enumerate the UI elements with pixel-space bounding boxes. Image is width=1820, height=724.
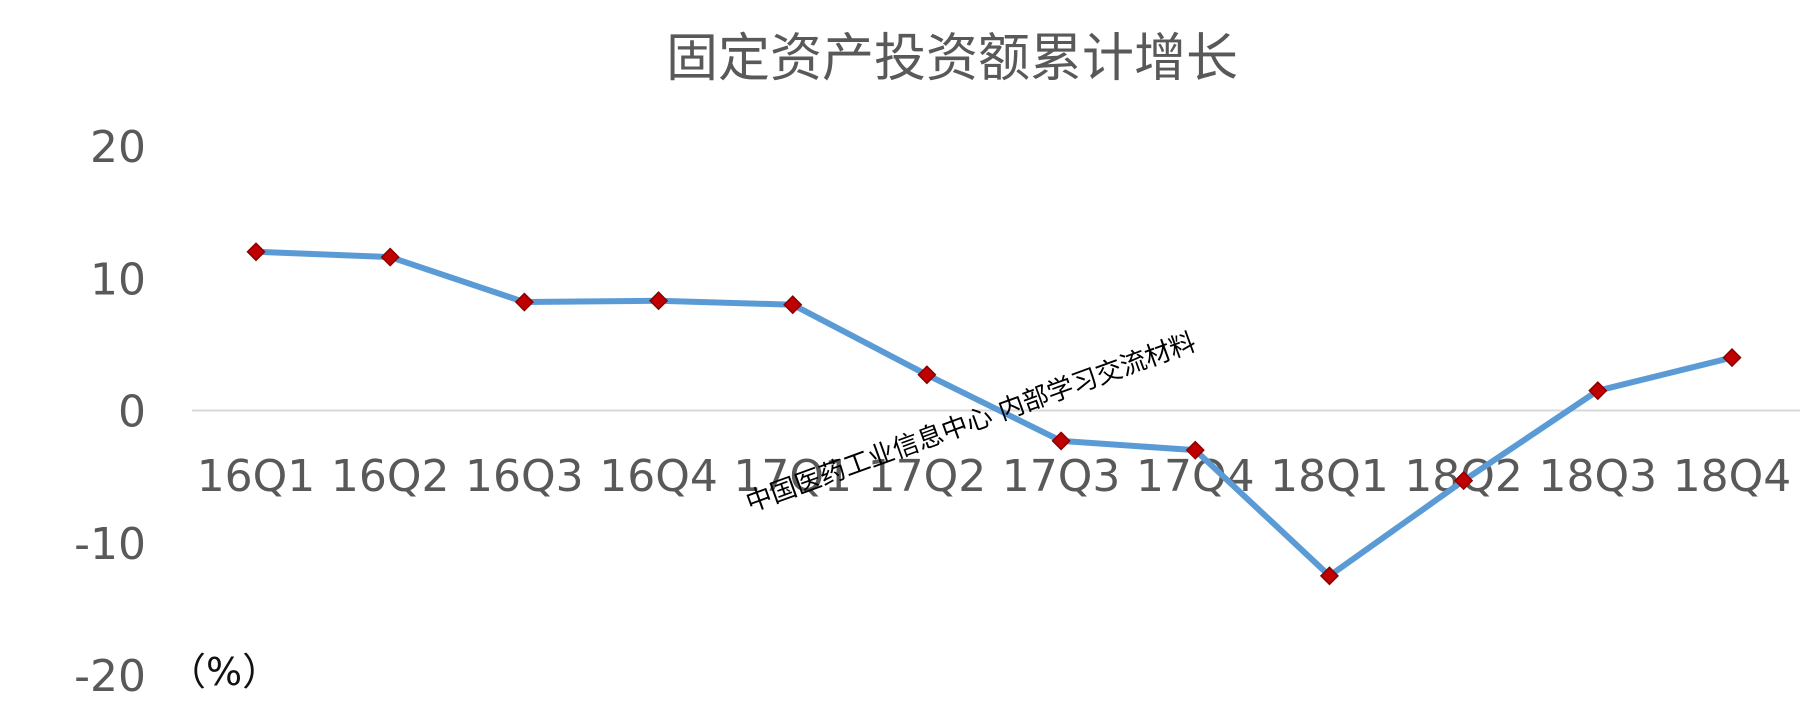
data-point-marker [1722, 348, 1742, 368]
y-tick-label: 20 [90, 122, 146, 173]
data-point-marker [1454, 471, 1474, 491]
x-tick-label: 18Q1 [1270, 451, 1389, 502]
x-tick-label: 18Q3 [1539, 451, 1658, 502]
data-point-marker [380, 247, 400, 267]
y-tick-label: 10 [90, 254, 146, 305]
y-tick-label: 0 [118, 387, 146, 438]
y-tick-label: -20 [74, 651, 146, 702]
data-point-marker [1588, 381, 1608, 401]
x-tick-label: 16Q1 [197, 451, 316, 502]
x-tick-label: 18Q4 [1673, 451, 1792, 502]
x-tick-label: 17Q1 [733, 451, 852, 502]
x-tick-label: 16Q4 [599, 451, 718, 502]
data-point-marker [1185, 440, 1205, 460]
data-point-marker [1051, 431, 1071, 451]
series-line [253, 248, 1735, 579]
x-axis-ticks: 16Q116Q216Q316Q417Q117Q217Q317Q418Q118Q2… [197, 451, 1792, 502]
data-point-marker [783, 295, 803, 315]
x-tick-label: 17Q3 [1002, 451, 1121, 502]
data-point-marker [917, 365, 937, 385]
x-tick-label: 16Q2 [331, 451, 450, 502]
data-point-marker [1319, 566, 1340, 586]
x-tick-label: 17Q2 [868, 451, 987, 502]
marker-layer [246, 242, 1742, 586]
chart-title: 固定资产投资额累计增长 [666, 29, 1238, 89]
y-axis-ticks: 20 10 0 -10 -20 [74, 122, 146, 702]
y-tick-label: -10 [74, 519, 146, 570]
data-point-marker [648, 291, 669, 311]
x-tick-label: 16Q3 [465, 451, 584, 502]
data-point-marker [514, 292, 534, 312]
data-point-marker [246, 242, 266, 262]
y-axis-unit-label: （%） [168, 650, 280, 694]
series-layer [253, 248, 1735, 579]
